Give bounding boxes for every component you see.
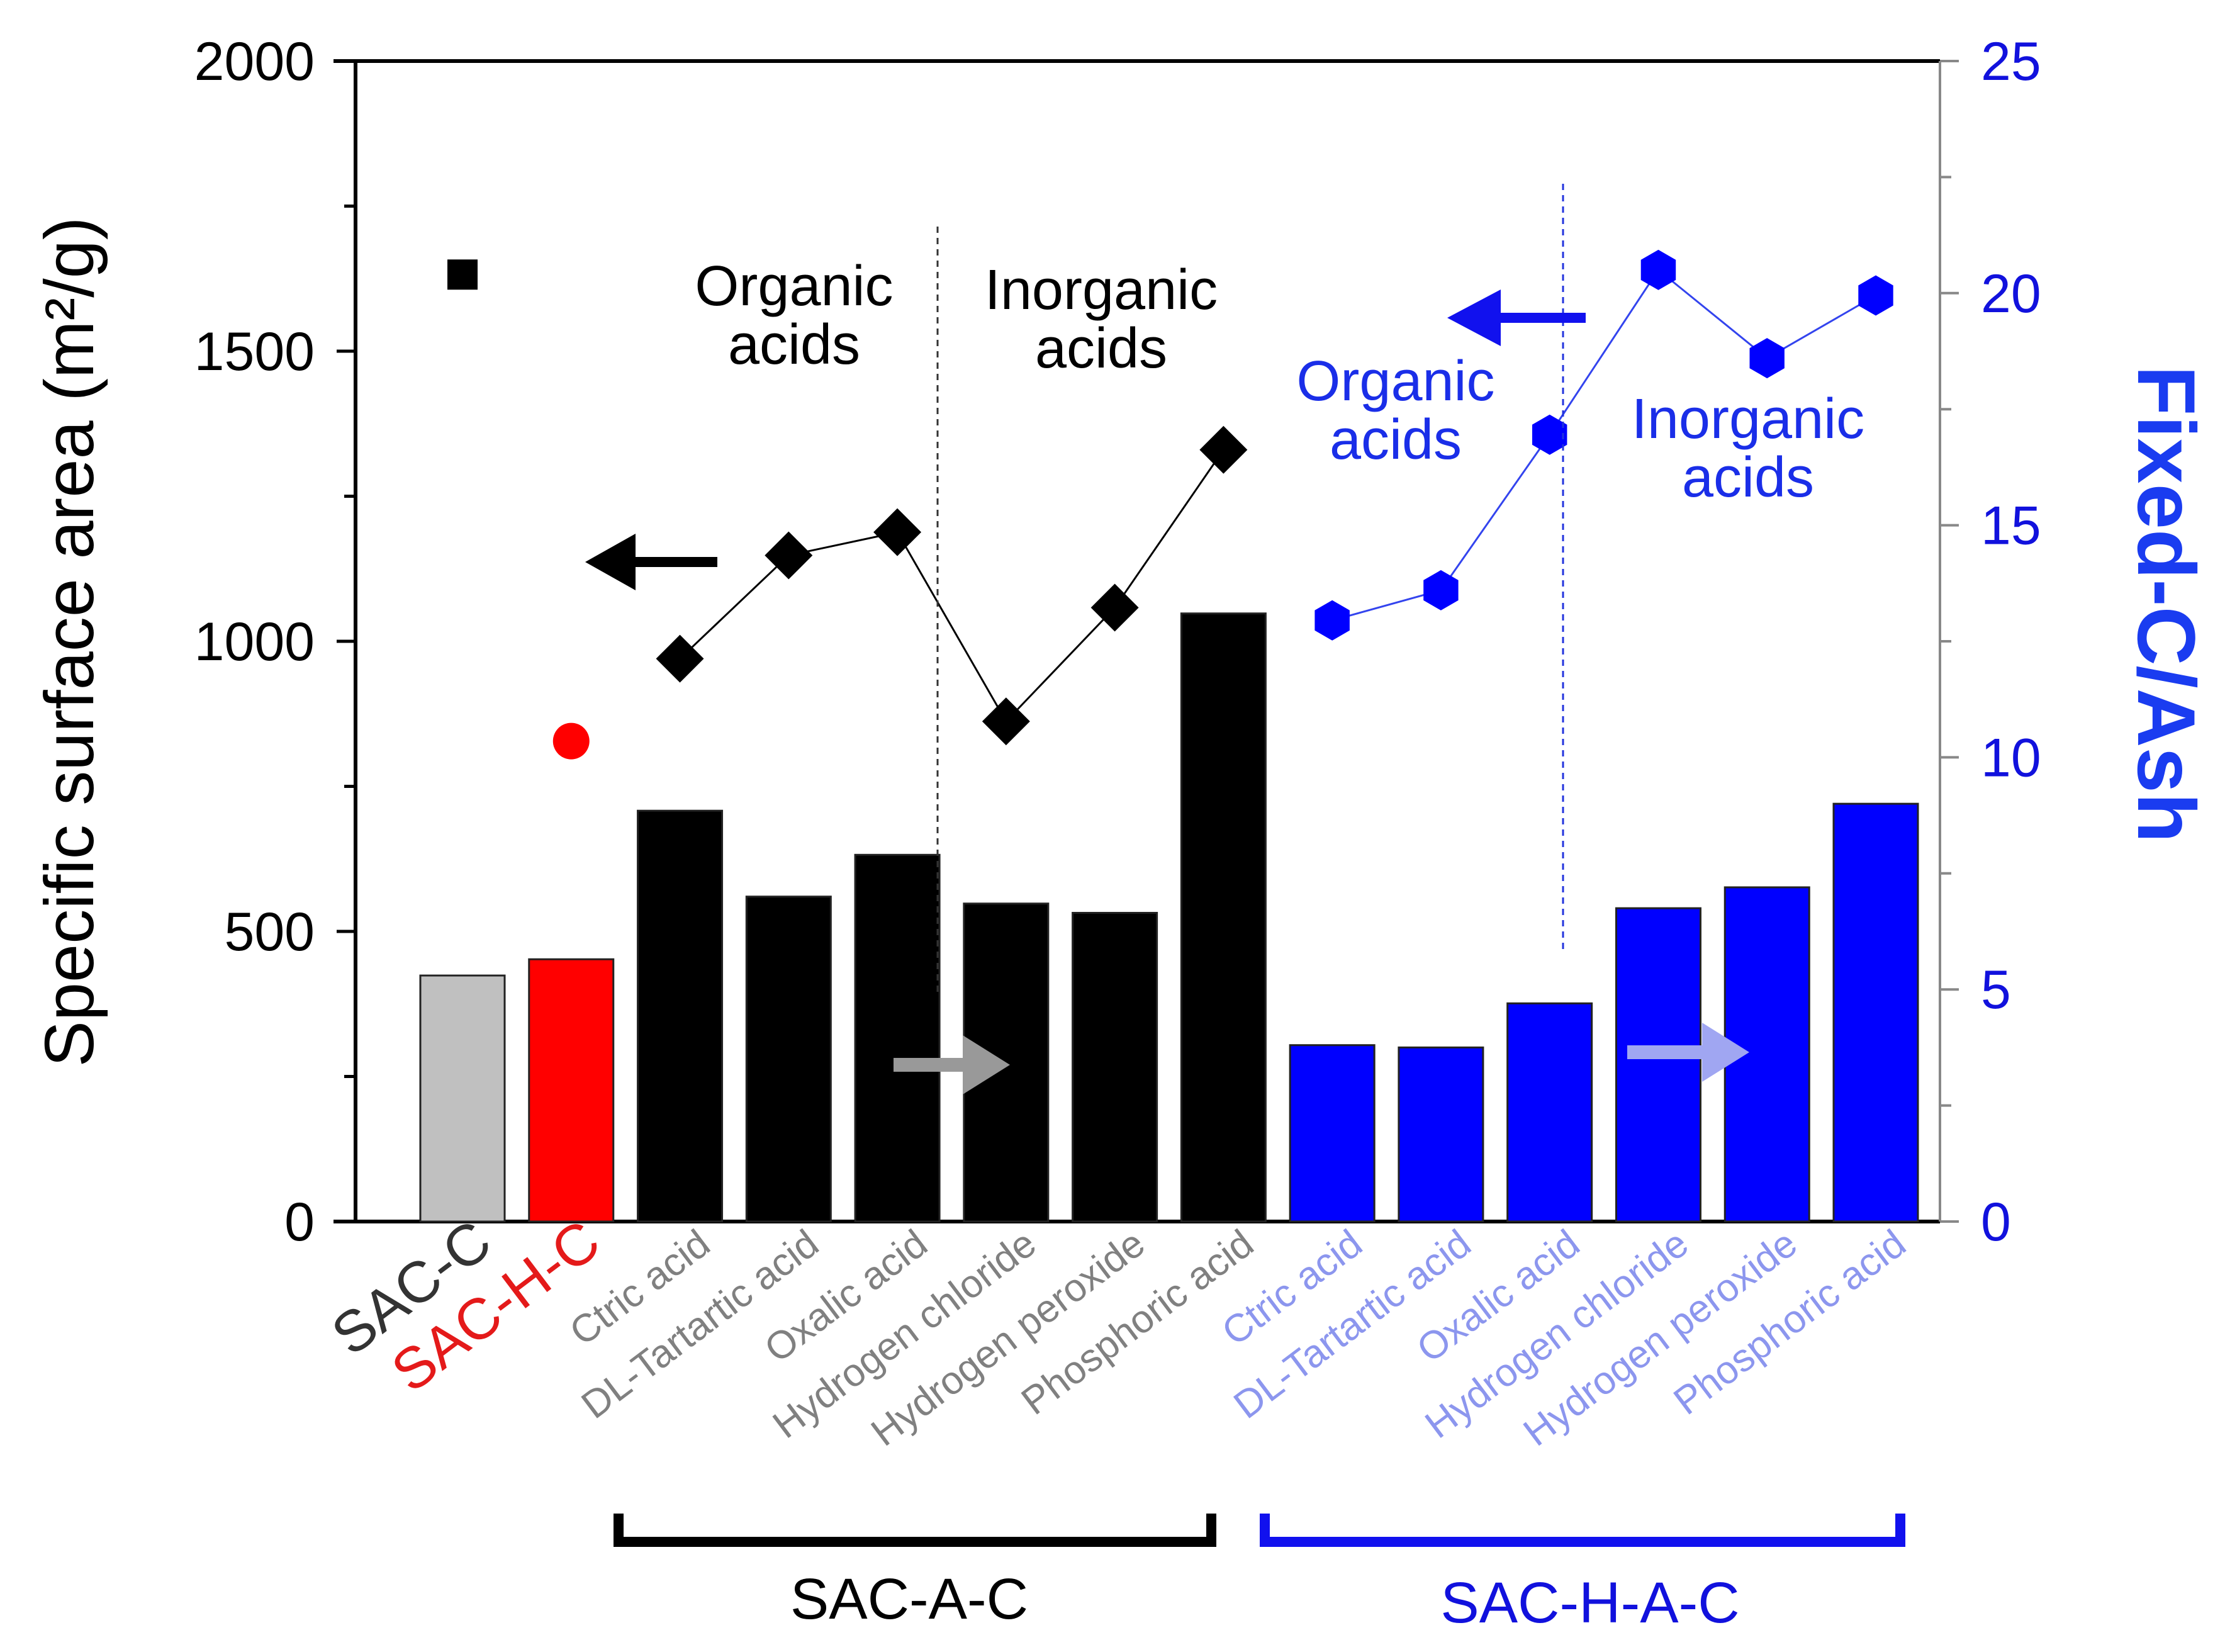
note-organic-blue-line2: acids — [1330, 408, 1462, 471]
note-organic-blue-line1: Organic — [1296, 350, 1494, 413]
bar — [1832, 802, 1919, 1223]
markers — [447, 249, 1893, 760]
diamond-marker — [873, 508, 922, 556]
hexagon-marker — [1532, 414, 1567, 455]
right-tick-label: 25 — [1981, 31, 2041, 92]
diamond-marker — [1090, 583, 1139, 632]
note-inorganic-black-line1: Inorganic — [985, 259, 1218, 322]
bar — [1615, 907, 1701, 1223]
left-tick-label: 2000 — [194, 31, 315, 92]
square-marker — [447, 259, 478, 290]
bar — [1289, 1044, 1376, 1223]
hexagon-marker — [1749, 338, 1785, 379]
note-organic-black: Organic acids — [695, 255, 893, 376]
right-tick-label: 0 — [1981, 1192, 2011, 1252]
right-arrow-lightblue-icon — [1627, 1023, 1749, 1082]
hexagon-marker — [1423, 570, 1459, 610]
note-inorganic-black: Inorganic acids — [985, 259, 1218, 380]
note-inorganic-black-line2: acids — [1035, 317, 1167, 380]
note-inorganic-blue-line1: Inorganic — [1632, 388, 1864, 451]
y-axis-label: Specific surface area (m²/g) — [31, 217, 108, 1067]
bar — [637, 809, 724, 1223]
hexagon-marker — [1314, 600, 1350, 641]
diamond-marker — [656, 634, 704, 683]
left-tick-label: 500 — [225, 902, 315, 962]
note-organic-black-line2: acids — [728, 313, 860, 376]
right-tick-label: 10 — [1981, 728, 2041, 788]
bar — [1180, 612, 1267, 1223]
right-tick-label: 5 — [1981, 960, 2011, 1020]
note-inorganic-blue-line2: acids — [1682, 446, 1814, 509]
left-tick-label: 1500 — [194, 322, 315, 382]
bar — [1506, 1002, 1593, 1223]
hexagon-marker — [1858, 275, 1893, 316]
y2-axis-label: Fixed-C/Ash — [2121, 366, 2212, 843]
circle-marker — [552, 722, 590, 760]
right-tick-label: 20 — [1981, 264, 2041, 324]
bar — [1398, 1046, 1484, 1223]
left-tick-label: 0 — [284, 1192, 315, 1252]
bars — [419, 612, 1919, 1223]
note-inorganic-blue: Inorganic acids — [1632, 388, 1864, 509]
group-label-sac-h-a-c: SAC-H-A-C — [1440, 1571, 1739, 1635]
left-axis-ticks: 0 500 1000 1500 2000 — [194, 31, 356, 1252]
diamond-marker — [765, 531, 813, 580]
right-arrow-grey-icon — [894, 1035, 1010, 1094]
bar — [528, 958, 615, 1223]
left-arrow-blue-icon — [1447, 289, 1586, 346]
right-axis-ticks: 0 5 10 15 20 25 — [1940, 31, 2041, 1252]
note-organic-black-line1: Organic — [695, 255, 893, 318]
diamond-marker — [982, 697, 1030, 746]
group-bracket-sac-a-c: SAC-A-C — [614, 1514, 1216, 1631]
bar — [854, 853, 941, 1223]
hexagon-series-line — [1331, 268, 1876, 622]
bar — [745, 896, 832, 1223]
diamond-marker — [1199, 425, 1248, 474]
group-label-sac-a-c: SAC-A-C — [790, 1567, 1028, 1631]
right-tick-label: 15 — [1981, 496, 2041, 556]
left-tick-label: 1000 — [194, 612, 315, 672]
bar — [419, 974, 506, 1223]
hexagon-marker — [1640, 249, 1676, 290]
note-organic-blue: Organic acids — [1296, 350, 1494, 471]
bar — [1072, 911, 1158, 1223]
diamond-series-line — [679, 449, 1225, 723]
group-bracket-sac-h-a-c: SAC-H-A-C — [1260, 1514, 1905, 1635]
left-arrow-black-icon — [585, 534, 717, 590]
